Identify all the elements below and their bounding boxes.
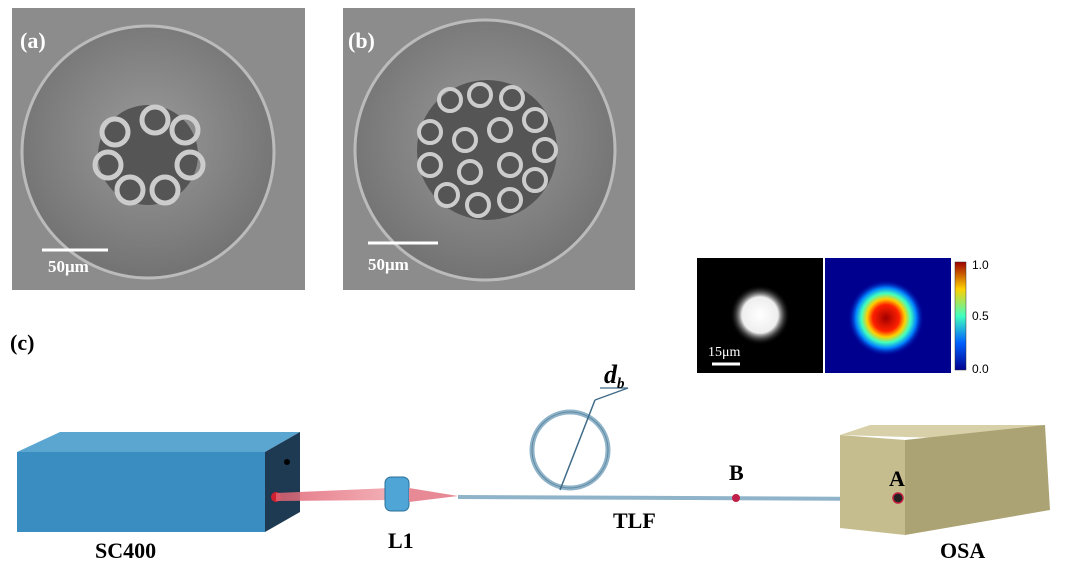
input-port (893, 493, 903, 503)
focus-cone (409, 488, 458, 502)
colorbar-tick: 1.0 (972, 258, 989, 272)
mode-inset: 15μm 1.0 0.5 0.0 (697, 258, 989, 376)
source-label: SC400 (95, 538, 156, 563)
box-side (905, 425, 1050, 535)
box-front (17, 452, 265, 532)
panel-label: (c) (10, 330, 34, 355)
scale-label: 15μm (708, 345, 741, 360)
sem-image-b: 50μm (b) (343, 8, 635, 290)
subscript: b (617, 376, 625, 392)
scale-label: 50μm (368, 255, 409, 274)
box-top (17, 432, 300, 452)
point-b-label: B (729, 460, 744, 485)
panel-label: (a) (20, 28, 46, 53)
fiber-loop-edge (532, 412, 608, 488)
symbol: d (604, 360, 618, 389)
knob (284, 459, 290, 465)
colorbar (955, 262, 966, 370)
analyzer-box (840, 425, 1050, 535)
mode-spot (730, 285, 790, 345)
fiber (458, 388, 900, 502)
colorbar-tick: 0.0 (972, 362, 989, 376)
mode-heatmap (848, 280, 924, 356)
lens-label: L1 (388, 528, 414, 553)
lens (385, 477, 409, 511)
analyzer-label: OSA (940, 538, 985, 563)
source-box (17, 432, 300, 532)
fiber-label: TLF (613, 508, 656, 533)
scale-label: 50μm (48, 257, 89, 276)
colorbar-tick: 0.5 (972, 309, 989, 323)
panel-label: (b) (348, 28, 375, 53)
point-a-label: A (889, 466, 905, 491)
bend-diameter-label: db (604, 360, 625, 392)
figure: 50μm (a) 50μm (b) (c) 15μm 1.0 0.5 0.0 (0, 0, 1065, 564)
sem-image-a: 50μm (a) (12, 8, 305, 290)
point-b (732, 494, 740, 502)
fiber-line (458, 497, 900, 499)
